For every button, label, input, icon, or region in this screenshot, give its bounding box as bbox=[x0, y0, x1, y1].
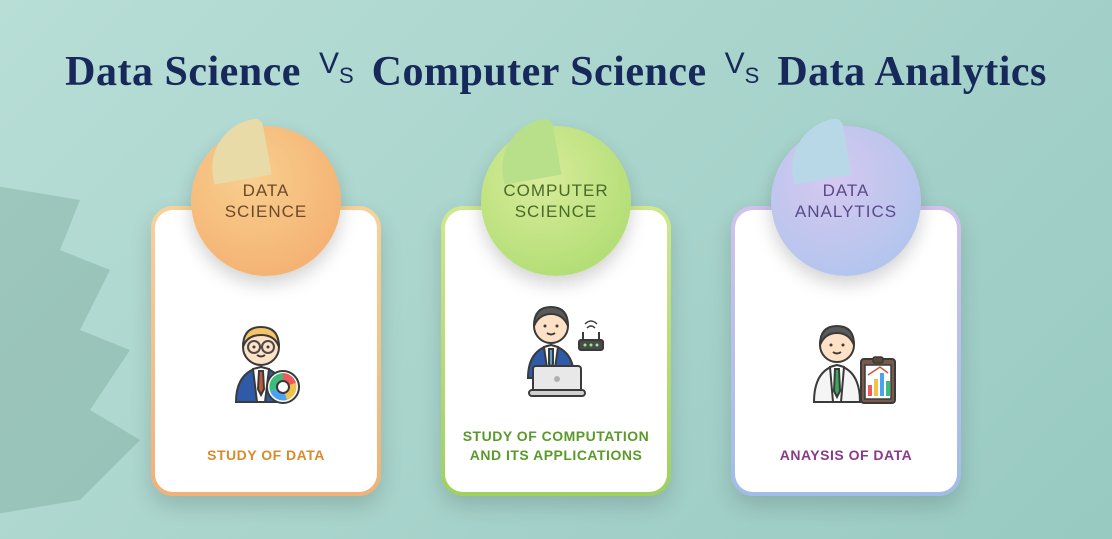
person-clipboard-icon bbox=[791, 312, 901, 432]
card-computer-science: COMPUTER SCIENCE bbox=[441, 126, 671, 494]
circle-fold-icon bbox=[204, 117, 271, 184]
title-part-2: Computer Science bbox=[372, 48, 707, 96]
circle-label-line1: COMPUTER bbox=[503, 180, 608, 201]
page-title-row: Data Science VS Computer Science VS Data… bbox=[0, 0, 1112, 116]
circle-label-line1: DATA bbox=[243, 180, 290, 201]
card-data-science: DATA SCIENCE bbox=[151, 126, 381, 494]
card-subtitle: STUDY OF COMPUTATION AND ITS APPLICATION… bbox=[441, 427, 671, 466]
circle-label-line2: SCIENCE bbox=[225, 201, 308, 222]
person-chart-icon bbox=[211, 312, 321, 432]
card-subtitle: STUDY OF DATA bbox=[189, 446, 343, 466]
circle-label-line2: SCIENCE bbox=[515, 201, 598, 222]
circle-fold-icon bbox=[494, 117, 561, 184]
circle-badge-data-analytics: DATA ANALYTICS bbox=[771, 126, 921, 276]
card-subtitle: ANAYSIS OF DATA bbox=[762, 446, 930, 466]
circle-fold-icon bbox=[784, 117, 851, 184]
background-ribbon-shape bbox=[0, 180, 140, 520]
vs-separator-2: VS bbox=[725, 53, 760, 87]
person-laptop-icon bbox=[501, 293, 611, 413]
circle-badge-data-science: DATA SCIENCE bbox=[191, 126, 341, 276]
title-part-1: Data Science bbox=[65, 48, 301, 96]
circle-label-line2: ANALYTICS bbox=[795, 201, 897, 222]
title-part-3: Data Analytics bbox=[777, 48, 1047, 96]
vs-separator-1: VS bbox=[319, 53, 354, 87]
circle-label-line1: DATA bbox=[823, 180, 870, 201]
cards-container: DATA SCIENCE bbox=[0, 126, 1112, 494]
circle-badge-computer-science: COMPUTER SCIENCE bbox=[481, 126, 631, 276]
card-data-analytics: DATA ANALYTICS bbox=[731, 126, 961, 494]
